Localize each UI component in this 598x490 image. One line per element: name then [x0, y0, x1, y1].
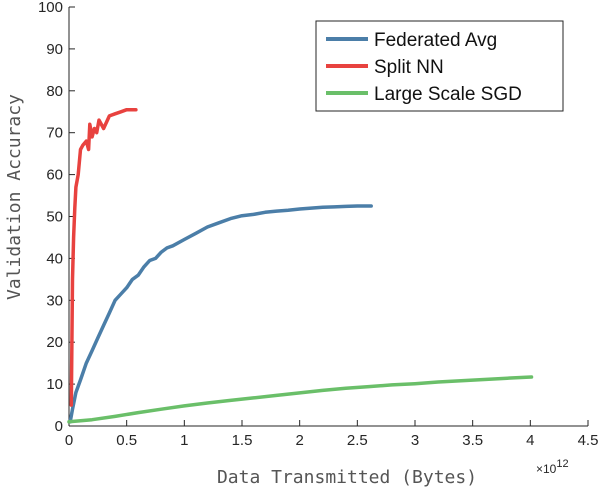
x-tick-label: 4 [526, 432, 534, 449]
series-lines [67, 107, 534, 424]
y-tick-label: 50 [46, 209, 63, 226]
series-line-large-scale-sgd [67, 375, 534, 424]
y-tick-label: 70 [46, 125, 63, 142]
series-line-split-nn [69, 107, 138, 407]
x-tick-label: 2 [295, 432, 303, 449]
y-tick-label: 0 [55, 418, 63, 435]
series-line-federated-avg [68, 204, 373, 424]
legend-label-split-nn: Split NN [374, 57, 444, 78]
y-tick-label: 30 [46, 292, 63, 309]
y-tick-label: 80 [46, 83, 63, 100]
legend-label-federated-avg: Federated Avg [374, 30, 497, 51]
legend: Federated Avg Split NN Large Scale SGD [315, 20, 564, 112]
x-tick-label: 0 [65, 432, 73, 449]
x-multiplier-exponent: 12 [556, 458, 568, 470]
x-tick-label: 1 [180, 432, 188, 449]
y-tick-label: 90 [46, 41, 63, 58]
y-tick-label: 20 [46, 334, 63, 351]
legend-label-large-scale-sgd: Large Scale SGD [374, 84, 522, 105]
x-tick-label: 1.5 [232, 432, 253, 449]
y-tick-label: 100 [38, 0, 63, 16]
x-multiplier-base: ×10 [536, 462, 557, 476]
y-tick-label: 40 [46, 250, 63, 267]
y-tick-label: 60 [46, 167, 63, 184]
y-tick-label: 10 [46, 376, 63, 393]
x-axis-label: Data Transmitted (Bytes) [217, 467, 477, 488]
x-multiplier: ×1012 [536, 458, 569, 476]
x-tick-label: 3 [411, 432, 419, 449]
x-tick-label: 4.5 [578, 432, 598, 449]
y-axis-label: Validation Accuracy [4, 94, 25, 300]
x-tick-label: 0.5 [116, 432, 137, 449]
x-tick-label: 3.5 [462, 432, 483, 449]
x-tick-label: 2.5 [347, 432, 368, 449]
axes: 0 0.5 1 1.5 2 2.5 3 3.5 4 4.5 0 10 20 30 40 50 60 70 80 90 1… [38, 0, 598, 449]
